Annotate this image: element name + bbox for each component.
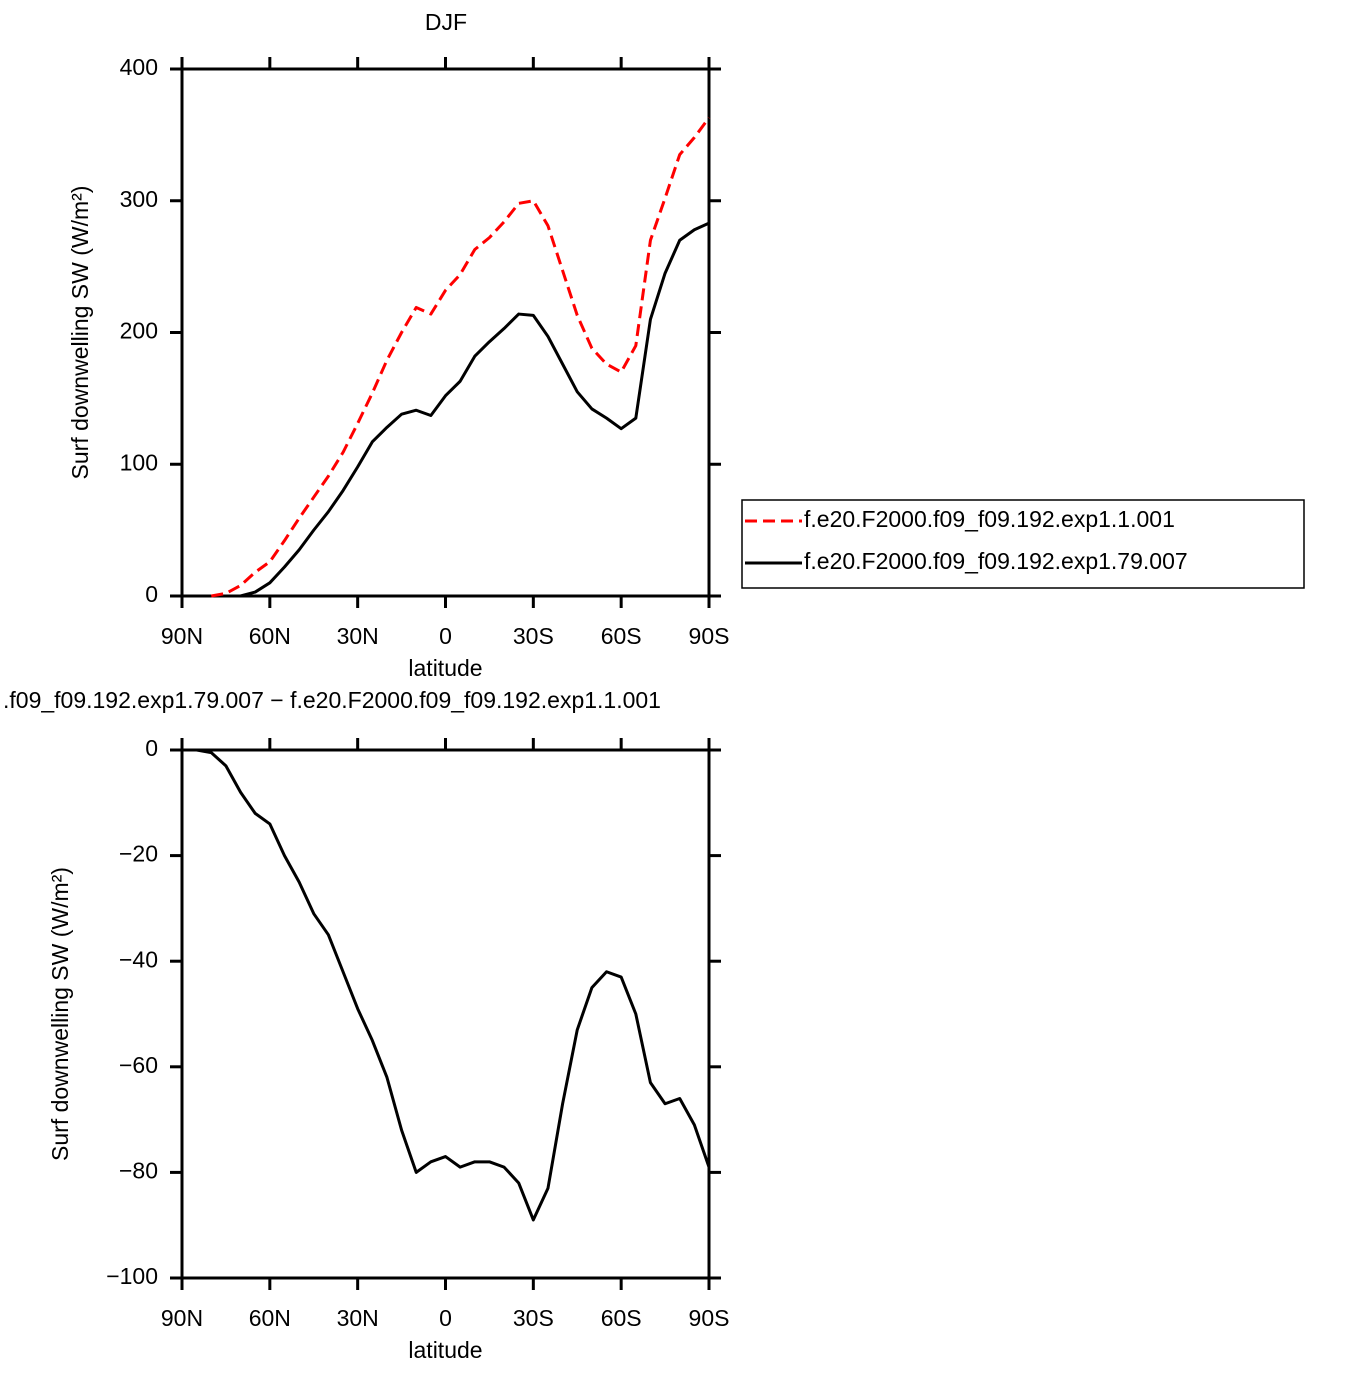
series-line xyxy=(211,116,711,598)
x-tick-label: 60S xyxy=(601,623,642,649)
y-axis-label: Surf downwelling SW (W/m²) xyxy=(47,867,73,1161)
y-tick-label: 0 xyxy=(145,581,158,607)
y-tick-label: 100 xyxy=(120,449,158,475)
x-tick-label: 90S xyxy=(689,1305,730,1331)
y-tick-label: 0 xyxy=(145,735,158,761)
x-tick-label: 30N xyxy=(337,623,379,649)
y-tick-label: 200 xyxy=(120,318,158,344)
chart-title: DJF xyxy=(425,9,467,35)
x-tick-label: 90N xyxy=(161,623,203,649)
x-tick-label: 60N xyxy=(249,1305,291,1331)
legend-box xyxy=(741,499,1305,589)
x-axis-label: latitude xyxy=(408,655,482,681)
y-tick-label: −60 xyxy=(119,1052,158,1078)
plot-frame xyxy=(180,67,711,598)
x-tick-label: 60S xyxy=(601,1305,642,1331)
x-tick-label: 30S xyxy=(513,623,554,649)
x-tick-label: 0 xyxy=(439,623,452,649)
y-tick-label: −100 xyxy=(106,1263,158,1289)
y-tick-label: 300 xyxy=(120,186,158,212)
x-axis-label: latitude xyxy=(408,1337,482,1363)
chart-title: .f09_f09.192.exp1.79.007 − f.e20.F2000.f… xyxy=(3,687,661,713)
y-axis-label: Surf downwelling SW (W/m²) xyxy=(67,186,93,480)
x-tick-label: 30S xyxy=(513,1305,554,1331)
y-tick-label: −80 xyxy=(119,1157,158,1183)
legend-label: f.e20.F2000.f09_f09.192.exp1.79.007 xyxy=(804,548,1188,574)
plot-frame xyxy=(180,748,711,1280)
x-tick-label: 90N xyxy=(161,1305,203,1331)
x-tick-label: 0 xyxy=(439,1305,452,1331)
x-tick-label: 60N xyxy=(249,623,291,649)
x-tick-label: 30N xyxy=(337,1305,379,1331)
y-tick-label: −40 xyxy=(119,946,158,972)
series-line xyxy=(182,748,711,1222)
series-line xyxy=(240,221,710,598)
legend-label: f.e20.F2000.f09_f09.192.exp1.1.001 xyxy=(804,506,1175,532)
y-tick-label: −20 xyxy=(119,841,158,867)
y-tick-label: 400 xyxy=(120,54,158,80)
x-tick-label: 90S xyxy=(689,623,730,649)
